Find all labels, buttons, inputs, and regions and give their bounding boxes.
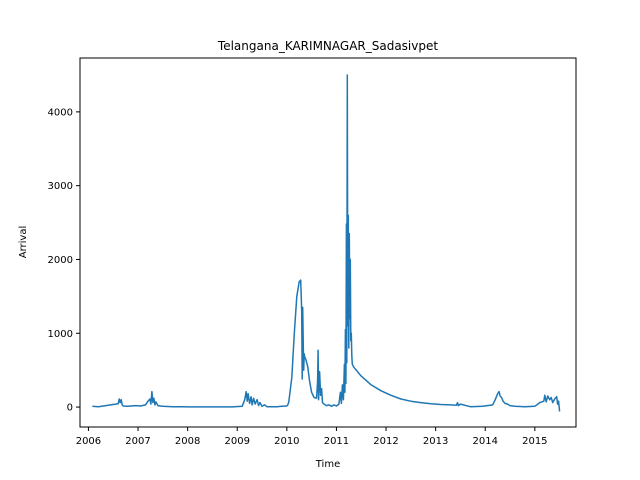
chart-title: Telangana_KARIMNAGAR_Sadasivpet [217,39,438,53]
y-tick-label: 1000 [48,329,73,340]
x-tick-label: 2009 [225,436,250,447]
x-tick-label: 2007 [125,436,150,447]
series-line-0 [92,74,561,412]
y-tick-label: 0 [67,403,73,414]
x-tick-label: 2015 [522,436,547,447]
x-tick-label: 2010 [274,436,299,447]
y-tick-label: 3000 [48,181,73,192]
x-tick-label: 2013 [423,436,448,447]
x-tick-label: 2006 [76,436,101,447]
axes-frame [79,57,577,428]
x-axis: 2006 2007 2008 2009 2010 2011 2012 2013 2014 2015 [76,427,548,447]
y-tick-label: 2000 [48,255,73,266]
x-tick-label: 2012 [373,436,398,447]
x-axis-label: Time [315,459,340,470]
y-axis: 0 1000 2000 3000 4000 [48,107,80,414]
y-axis-label: Arrival [18,226,29,259]
y-tick-label: 4000 [48,107,73,118]
x-tick-label: 2008 [175,436,200,447]
plot-area [92,74,561,412]
x-tick-label: 2011 [324,436,349,447]
x-tick-label: 2014 [473,436,498,447]
